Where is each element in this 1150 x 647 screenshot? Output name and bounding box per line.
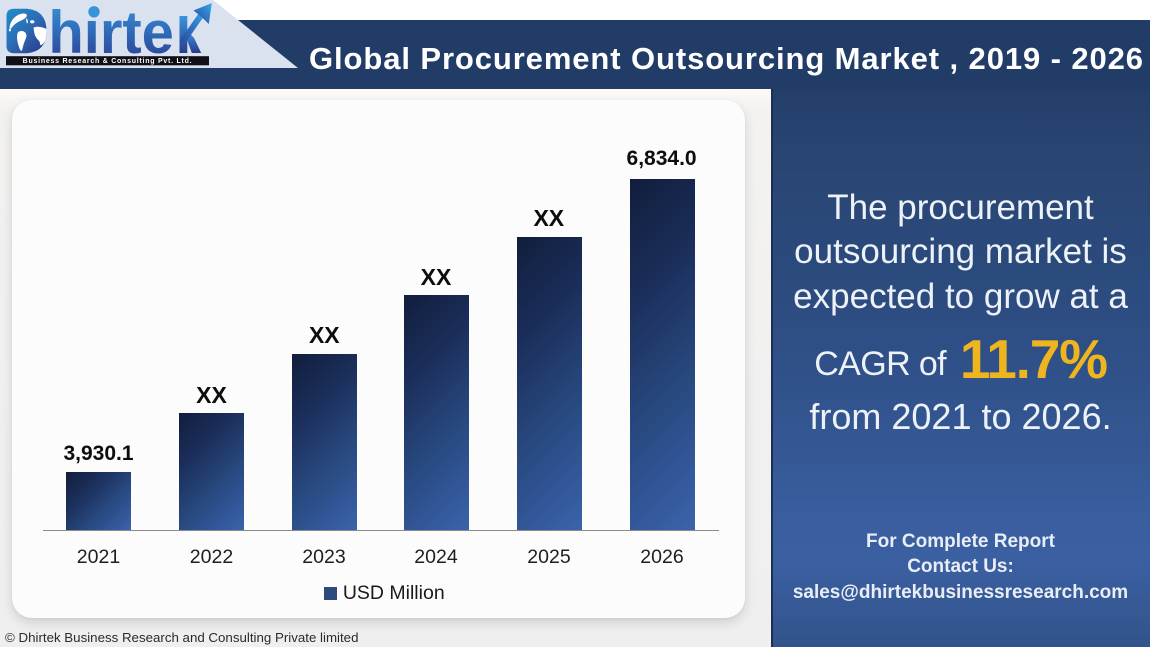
svg-text:hirte: hirte xyxy=(48,0,173,66)
svg-text:Business Research & Consulting: Business Research & Consulting Pvt. Ltd. xyxy=(23,58,193,65)
